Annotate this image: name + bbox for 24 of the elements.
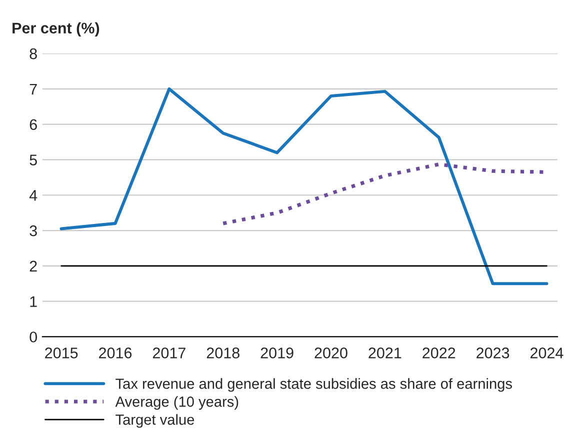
x-tick-label: 2018: [206, 348, 240, 358]
x-tick-label: 2024: [530, 348, 564, 358]
y-tick-label: 5: [30, 154, 37, 166]
x-tick-label: 2019: [260, 348, 294, 358]
y-tick-label: 6: [30, 119, 37, 130]
y-tick-label: 1: [30, 296, 37, 307]
y-tick-label: 0: [30, 332, 37, 342]
x-tick-label: 2020: [314, 348, 348, 358]
x-tick-label: 2023: [476, 348, 510, 358]
y-tick-label: 4: [29, 190, 38, 201]
y-tick-label: 3: [30, 225, 37, 236]
line-series: [60, 87, 548, 286]
x-tick-label: 2017: [152, 348, 186, 358]
y-axis-title: Per cent (%): [12, 22, 100, 37]
y-tick-label: 7: [30, 84, 37, 94]
y-tick-label: 8: [30, 48, 37, 60]
legend-label: Target value: [116, 414, 194, 428]
y-tick-label: 2: [30, 260, 37, 272]
x-tick-label: 2022: [422, 348, 456, 358]
x-tick-label: 2016: [99, 348, 132, 358]
x-tick-label: 2015: [45, 348, 78, 358]
x-tick-label: 2021: [368, 348, 402, 358]
legend-label: Tax revenue and general state subsidies as share of earnings: [116, 378, 512, 392]
legend-label: Average (10 years): [115, 396, 238, 410]
